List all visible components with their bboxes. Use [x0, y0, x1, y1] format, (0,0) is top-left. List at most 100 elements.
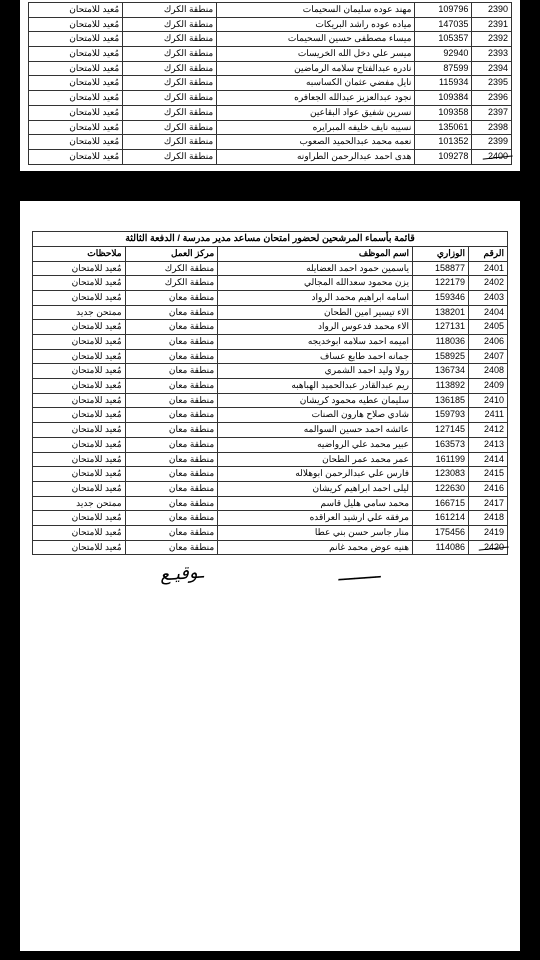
cell-name: ريم عبدالقادر عبدالحميد الهباهبه: [218, 379, 413, 394]
cell-name: هدى احمد عبدالرحمن الطراونه: [217, 149, 415, 164]
cell-min: 109278: [415, 149, 472, 164]
cell-center: منطقة معان: [125, 393, 218, 408]
cell-name: جمانه احمد طايع عساف: [218, 349, 413, 364]
cell-center: منطقة الكرك: [123, 17, 217, 32]
cell-notes: مُعيد للامتحان: [33, 290, 126, 305]
table-row: 2403159346اسامه ابراهيم محمد الروادمنطقة…: [33, 290, 508, 305]
cell-name: اسامه ابراهيم محمد الرواد: [218, 290, 413, 305]
table-row: 2392105357ميساء مصطفى حسين السحيماتمنطقة…: [29, 32, 512, 47]
cell-center: منطقة معان: [125, 496, 218, 511]
cell-min: 101352: [415, 135, 472, 150]
cell-notes: مُعيد للامتحان: [33, 452, 126, 467]
table-row: 2402122179يزن محمود سعدالله المجاليمنطقة…: [33, 276, 508, 291]
cell-min: 159793: [413, 408, 469, 423]
table-row: 2407158925جمانه احمد طايع عسافمنطقة معان…: [33, 349, 508, 364]
table-row: 2410136185سليمان عطيه محمود كريشانمنطقة …: [33, 393, 508, 408]
cell-notes: مُعيد للامتحان: [29, 105, 123, 120]
table-row: 2399101352نعمه محمد عبدالحميد الصعوبمنطق…: [29, 135, 512, 150]
cell-name: عمر محمد عمر الطحان: [218, 452, 413, 467]
cell-center: منطقة معان: [125, 423, 218, 438]
cell-center: منطقة معان: [125, 525, 218, 540]
table-header-row: الرقم الوزاري اسم الموظف مركز العمل ملاح…: [33, 246, 508, 261]
cell-center: منطقة الكرك: [123, 61, 217, 76]
cell-notes: ممتحن جديد: [33, 305, 126, 320]
cell-center: منطقة الكرك: [123, 120, 217, 135]
table-row: 2412127145عائشه احمد حسين السوالمهمنطقة …: [33, 423, 508, 438]
cell-notes: مُعيد للامتحان: [33, 437, 126, 452]
cell-notes: مُعيد للامتحان: [33, 335, 126, 350]
cell-idx: 2392: [472, 32, 512, 47]
cell-notes: ممتحن جديد: [33, 496, 126, 511]
cell-notes: مُعيد للامتحان: [29, 61, 123, 76]
cell-name: نعمه محمد عبدالحميد الصعوب: [217, 135, 415, 150]
table-row: 2397109358نسرين شفيق عواد البقاعينمنطقة …: [29, 105, 512, 120]
header-idx: الرقم: [469, 246, 508, 261]
cell-min: 163573: [413, 437, 469, 452]
cell-name: منار جاسر حسن بني عطا: [218, 525, 413, 540]
cell-center: منطقة الكرك: [125, 261, 218, 276]
cell-notes: مُعيد للامتحان: [33, 467, 126, 482]
cell-idx: 2412: [469, 423, 508, 438]
table-row: 2413163573عبير محمد علي الرواضيهمنطقة مع…: [33, 437, 508, 452]
cell-idx: 2413: [469, 437, 508, 452]
cell-notes: مُعيد للامتحان: [33, 261, 126, 276]
table-row: 2405127131الاء محمد فدعوس الروادمنطقة مع…: [33, 320, 508, 335]
table-bottom: قائمة بأسماء المرشحين لحضور امتحان مساعد…: [32, 231, 508, 556]
cell-min: 166715: [413, 496, 469, 511]
cell-min: 109384: [415, 91, 472, 106]
cell-notes: مُعيد للامتحان: [33, 320, 126, 335]
page-bottom: قائمة بأسماء المرشحين لحضور امتحان مساعد…: [20, 201, 520, 951]
signature-left: ــــــــ: [338, 562, 382, 586]
cell-idx: 2396: [472, 91, 512, 106]
cell-min: 158877: [413, 261, 469, 276]
cell-min: 113892: [413, 379, 469, 394]
cell-notes: مُعيد للامتحان: [33, 379, 126, 394]
cell-idx: 2418: [469, 511, 508, 526]
cell-name: عبير محمد علي الرواضيه: [218, 437, 413, 452]
cell-name: سليمان عطيه محمود كريشان: [218, 393, 413, 408]
table-row: 239392940ميسر علي دخل الله الخريساتمنطقة…: [29, 47, 512, 62]
cell-center: منطقة معان: [125, 290, 218, 305]
cell-name: مياده عوده راشد البريكات: [217, 17, 415, 32]
cell-idx: 2402: [469, 276, 508, 291]
cell-notes: مُعيد للامتحان: [33, 393, 126, 408]
table-row: 2411159793شادي صلاح هارون الصناتمنطقة مع…: [33, 408, 508, 423]
table-row: 2390109796مهند عوده سليمان السحيماتمنطقة…: [29, 3, 512, 18]
cell-idx: 2420: [469, 540, 508, 555]
cell-idx: 2414: [469, 452, 508, 467]
cell-min: 87599: [415, 61, 472, 76]
cell-idx: 2408: [469, 364, 508, 379]
cell-min: 127131: [413, 320, 469, 335]
cell-idx: 2395: [472, 76, 512, 91]
cell-idx: 2397: [472, 105, 512, 120]
cell-notes: مُعيد للامتحان: [33, 540, 126, 555]
cell-center: منطقة الكرك: [123, 32, 217, 47]
table-row: 2420114086هنيه عوض محمد غانممنطقة معانمُ…: [33, 540, 508, 555]
cell-idx: 2409: [469, 379, 508, 394]
cell-center: منطقة معان: [125, 408, 218, 423]
table-row: 239487599نادره عبدالفتاح سلامه الرماضينم…: [29, 61, 512, 76]
cell-idx: 2404: [469, 305, 508, 320]
cell-name: اميمه احمد سلامه ابوخديجه: [218, 335, 413, 350]
page-gap: [0, 171, 540, 201]
cell-idx: 2416: [469, 481, 508, 496]
cell-center: منطقة الكرك: [125, 276, 218, 291]
cell-center: منطقة معان: [125, 349, 218, 364]
cell-name: ميسر علي دخل الله الخريسات: [217, 47, 415, 62]
cell-name: مهند عوده سليمان السحيمات: [217, 3, 415, 18]
cell-center: منطقة معان: [125, 379, 218, 394]
cell-name: ياسمين حمود احمد العضايله: [218, 261, 413, 276]
table-row: 2398135061نسيبه نايف خليفه المبرايرهمنطق…: [29, 120, 512, 135]
cell-min: 122179: [413, 276, 469, 291]
cell-name: محمد سامي هليل قاسم: [218, 496, 413, 511]
cell-name: ميساء مصطفى حسين السحيمات: [217, 32, 415, 47]
cell-name: هنيه عوض محمد غانم: [218, 540, 413, 555]
cell-min: 122630: [413, 481, 469, 496]
cell-center: منطقة الكرك: [123, 105, 217, 120]
cell-idx: 2406: [469, 335, 508, 350]
cell-notes: مُعيد للامتحان: [29, 17, 123, 32]
cell-center: منطقة معان: [125, 437, 218, 452]
cell-min: 109796: [415, 3, 472, 18]
cell-min: 105357: [415, 32, 472, 47]
cell-name: فارس علي عبدالرحمن ابوهلاله: [218, 467, 413, 482]
